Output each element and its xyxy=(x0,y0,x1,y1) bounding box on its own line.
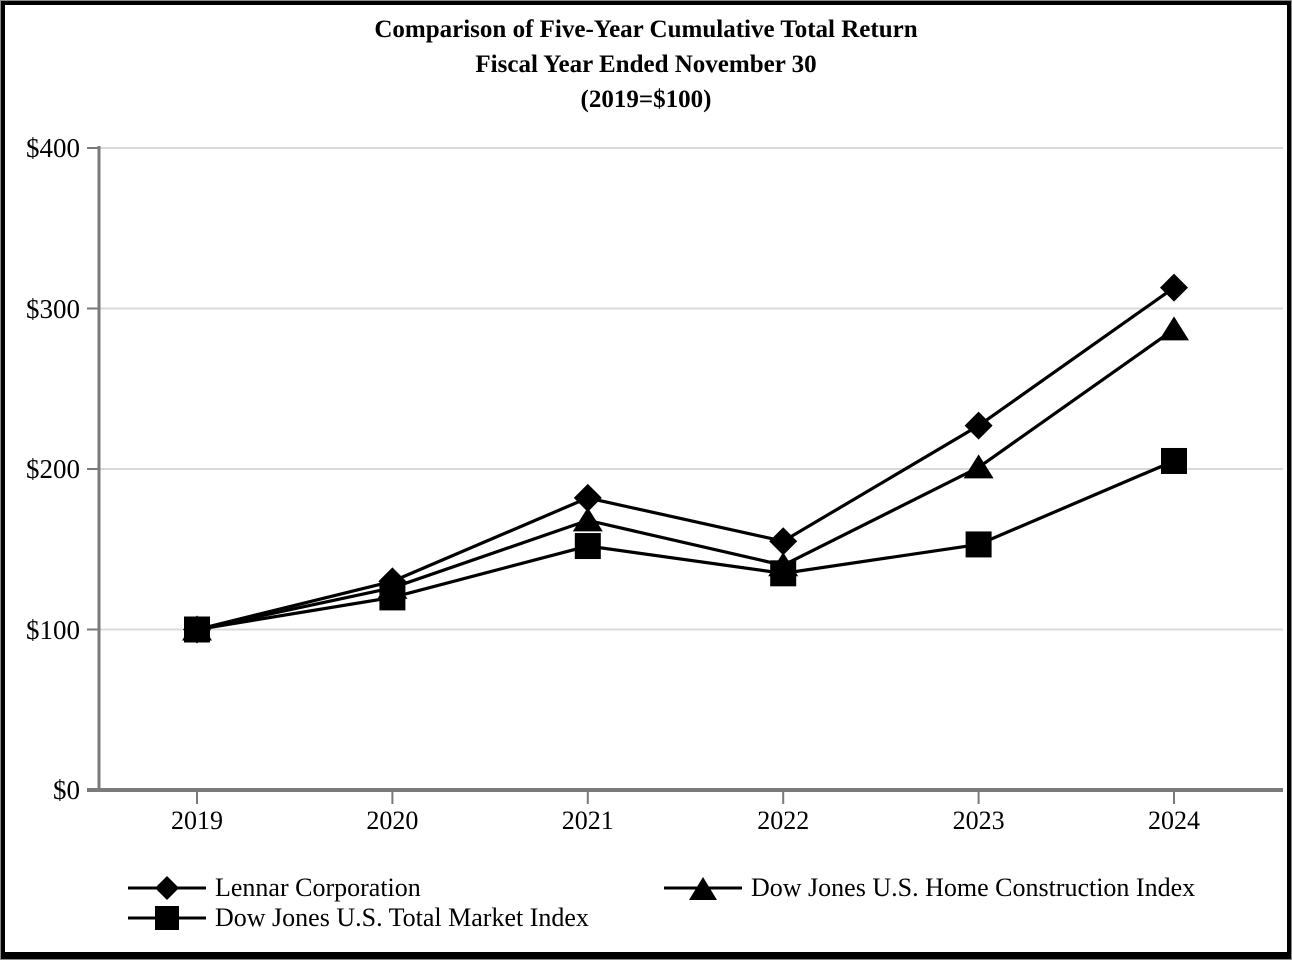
triangle-marker-icon xyxy=(664,877,742,900)
marker-triangle-2023 xyxy=(963,454,994,479)
marker-square-2020 xyxy=(379,584,406,611)
series-line-lennar-corporation xyxy=(196,286,1175,632)
chart-title: Comparison of Five-Year Cumulative Total… xyxy=(0,12,1292,117)
x-tick-label-2020: 2020 xyxy=(366,806,419,835)
legend-label: Lennar Corporation xyxy=(215,873,421,902)
series-line-dow-jones-u-s-total-market-index xyxy=(196,459,1175,632)
marker-square-2023 xyxy=(965,531,992,558)
marker-diamond-2024 xyxy=(1160,273,1188,302)
marker-square-2024 xyxy=(1161,447,1187,474)
chart-title-line1: Comparison of Five-Year Cumulative Total… xyxy=(374,16,918,43)
y-tick-label-200: $200 xyxy=(26,454,80,484)
chart-title-line2: Fiscal Year Ended November 30 xyxy=(475,51,817,78)
marker-diamond-2021 xyxy=(573,483,602,512)
legend-label: Dow Jones U.S. Total Market Index xyxy=(215,903,589,932)
x-tick-label-2024: 2024 xyxy=(1148,806,1200,835)
series-line-dow-jones-u-s-home-construction-index xyxy=(196,328,1175,632)
x-tick-label-2019: 2019 xyxy=(171,806,223,835)
marker-diamond-2022 xyxy=(769,527,798,556)
marker-triangle-2021 xyxy=(572,507,603,532)
marker-triangle-2024 xyxy=(1159,316,1189,341)
y-tick-label-300: $300 xyxy=(26,293,80,324)
legend-label: Dow Jones U.S. Home Construction Index xyxy=(751,873,1196,902)
marker-square-2022 xyxy=(770,560,797,587)
y-tick-label-400: $400 xyxy=(26,133,80,163)
x-tick-label-2021: 2021 xyxy=(561,806,614,835)
square-marker-icon xyxy=(128,906,206,930)
legend-item-dow-jones-total-market: Dow Jones U.S. Total Market Index xyxy=(128,903,589,932)
marker-diamond-2023 xyxy=(964,411,993,440)
marker-square-2021 xyxy=(574,533,601,560)
y-tick-label-100: $100 xyxy=(26,614,80,645)
chart-title-line3: (2019=$100) xyxy=(580,86,712,113)
x-tick-label-2022: 2022 xyxy=(757,806,810,835)
marker-square-2019 xyxy=(184,616,210,643)
y-tick-label-0: $0 xyxy=(53,775,80,805)
x-tick-label-2023: 2023 xyxy=(952,806,1005,835)
legend-item-dow-jones-home-construction: Dow Jones U.S. Home Construction Index xyxy=(664,873,1196,902)
diamond-marker-icon xyxy=(128,876,206,900)
legend-item-lennar-corporation: Lennar Corporation xyxy=(128,873,421,902)
